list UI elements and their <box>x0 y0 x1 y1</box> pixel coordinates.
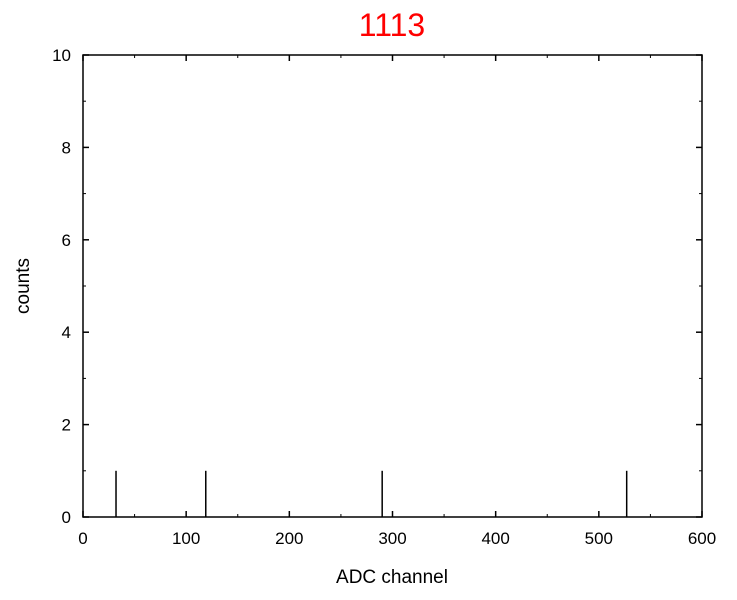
x-tick-label: 300 <box>378 529 406 548</box>
x-tick-label: 600 <box>688 529 716 548</box>
y-tick-label: 2 <box>62 416 71 435</box>
x-axis: 0 100 200 300 400 500 600 <box>78 55 716 548</box>
x-tick-label: 500 <box>585 529 613 548</box>
chart-title: 1113 <box>359 7 425 43</box>
y-axis-label: counts <box>13 258 34 314</box>
x-tick-label: 100 <box>172 529 200 548</box>
data-bars <box>115 470 628 517</box>
y-axis: 0 2 4 6 8 10 <box>52 46 702 527</box>
y-tick-label: 0 <box>62 508 71 527</box>
y-tick-label: 4 <box>62 323 71 342</box>
x-tick-label: 0 <box>78 529 87 548</box>
y-tick-label: 10 <box>52 46 71 65</box>
x-tick-label: 400 <box>481 529 509 548</box>
x-axis-label: ADC channel <box>336 567 448 588</box>
y-tick-label: 6 <box>62 231 71 250</box>
y-tick-label: 8 <box>62 138 71 157</box>
plot-frame <box>82 54 703 518</box>
x-tick-label: 200 <box>275 529 303 548</box>
